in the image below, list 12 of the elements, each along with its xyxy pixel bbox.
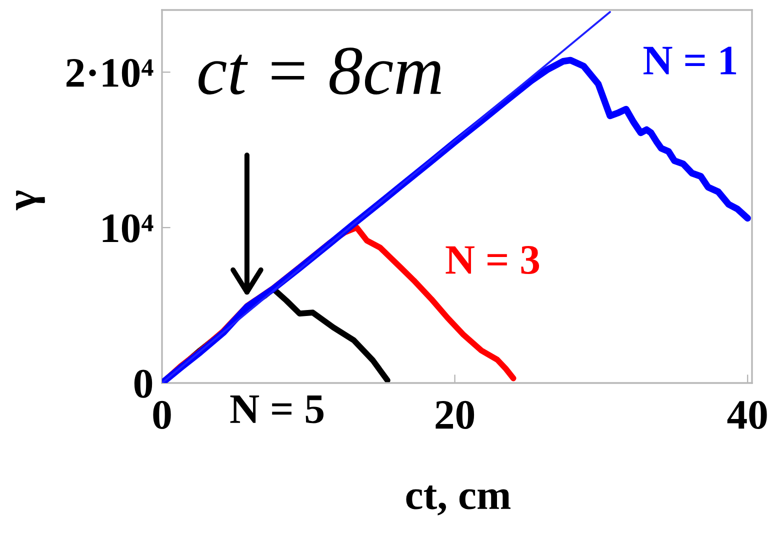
series-label: N = 1 (644, 46, 736, 74)
y-axis-title: γ (16, 190, 45, 210)
x-tick-label: 20 (436, 400, 474, 429)
series-label: N = 5 (230, 396, 324, 424)
x-tick-label: 40 (727, 400, 767, 429)
x-axis-title: ct, cm (406, 485, 510, 516)
y-tick-label: 0 (134, 370, 152, 398)
y-tick-label: 2·10⁴ (66, 58, 154, 88)
y-tick-label: 10⁴ (102, 214, 154, 242)
series-label: N = 3 (446, 246, 540, 274)
x-tick-label: 0 (153, 400, 171, 429)
annotation: ct = 8cm (198, 48, 441, 95)
